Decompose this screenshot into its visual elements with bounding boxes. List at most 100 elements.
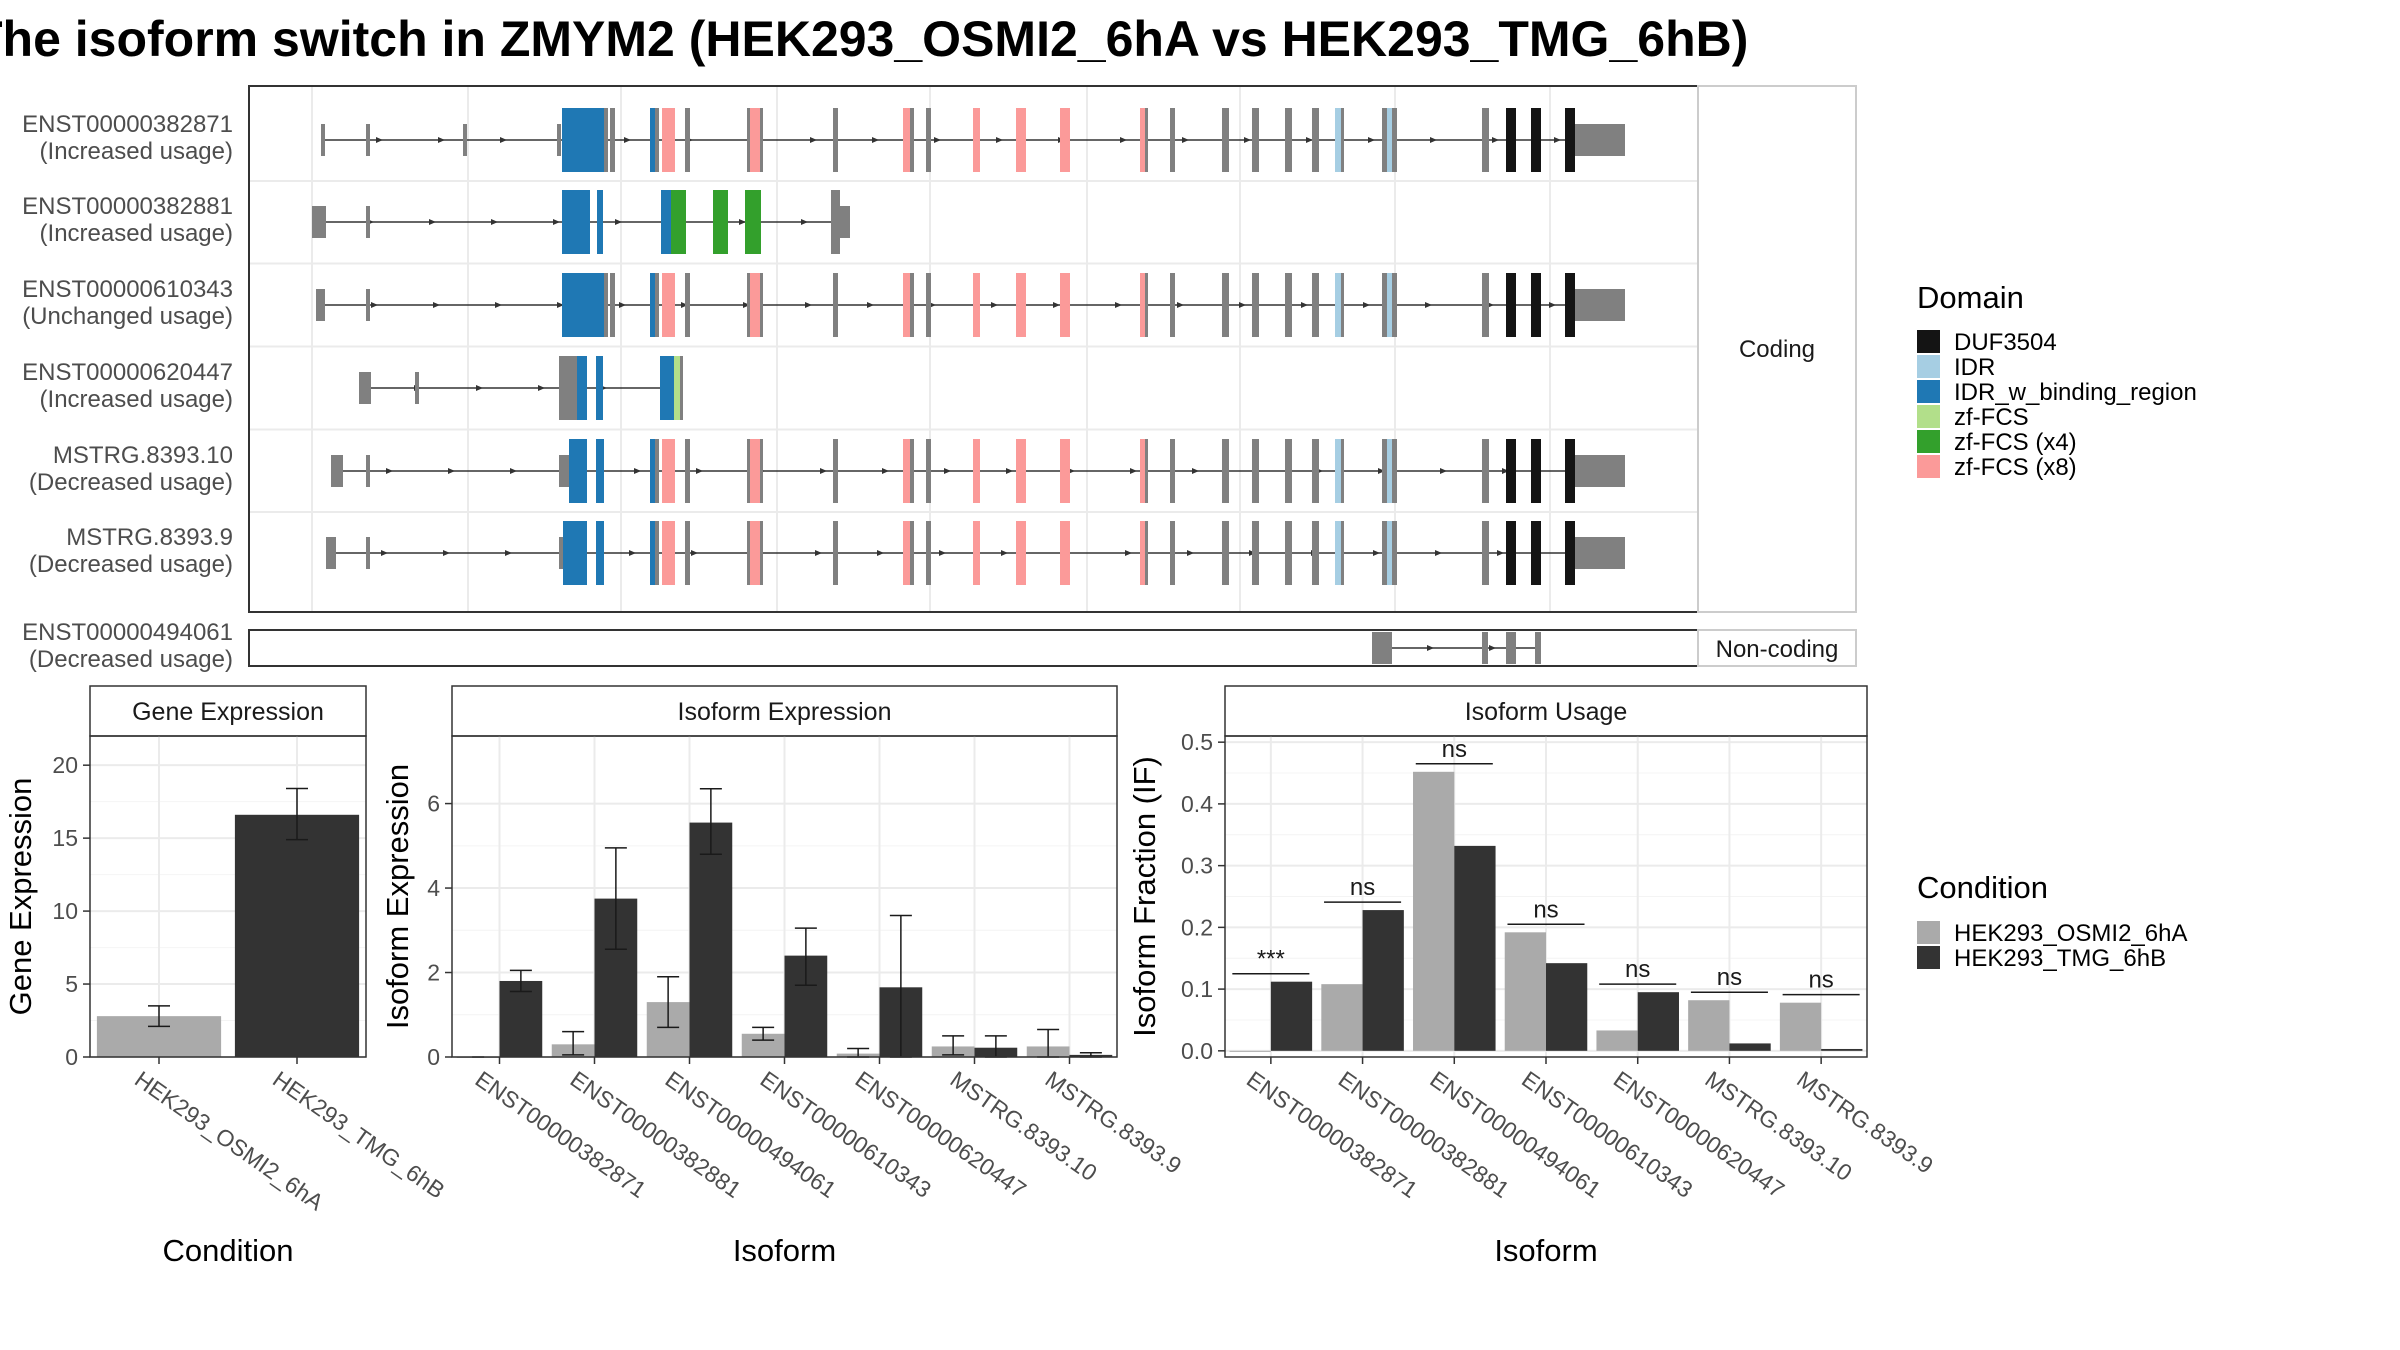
x-tick-label: ENST00000620447 — [1609, 1066, 1789, 1203]
domain-legend-key — [1917, 405, 1940, 428]
strand-arrow — [1440, 468, 1447, 474]
exon-block — [1506, 273, 1516, 337]
domain-legend-label: zf-FCS (x8) — [1954, 454, 2077, 481]
exon-block — [1575, 124, 1580, 156]
strand-arrow — [1430, 137, 1437, 143]
exon-block — [562, 190, 590, 254]
condition-legend-label: HEK293_OSMI2_6hA — [1954, 920, 2187, 947]
exon-block — [1140, 439, 1145, 503]
significance-label: ns — [1717, 964, 1742, 991]
strand-arrow — [1130, 468, 1137, 474]
strand-arrow — [743, 302, 750, 308]
isoform-usage-panel: Isoform Usage *** ENST00000382871 ns ENST000… — [1127, 685, 1938, 1268]
strand-arrow — [691, 550, 698, 556]
strand-arrow — [739, 219, 746, 225]
y-tick-label: 0 — [65, 1044, 78, 1070]
exon-block — [562, 108, 604, 172]
significance-label: ns — [1442, 736, 1467, 763]
domain-legend-key — [1917, 380, 1940, 403]
strand-arrow — [681, 302, 688, 308]
exon-block — [1341, 108, 1344, 172]
exon-block — [973, 108, 980, 172]
exon-block — [760, 521, 763, 585]
strand-arrow — [1427, 645, 1434, 651]
strand-arrow — [1502, 468, 1509, 474]
bar — [689, 822, 733, 1057]
bar — [1637, 992, 1679, 1051]
exon-block — [1222, 521, 1229, 585]
exon-block — [604, 108, 608, 172]
exon-block — [1312, 521, 1319, 585]
exon-block — [1145, 439, 1148, 503]
exon-block — [1145, 273, 1148, 337]
exon-block — [760, 439, 763, 503]
exon-block — [1387, 439, 1392, 503]
exon-block — [1387, 108, 1392, 172]
exon-block — [662, 273, 665, 337]
exon-block — [926, 108, 931, 172]
strand-arrow — [1492, 137, 1499, 143]
exon-block — [1335, 273, 1341, 337]
panel-border — [451, 735, 1118, 1058]
strand-arrow — [376, 137, 383, 143]
exon-block — [1170, 521, 1175, 585]
strand-arrow — [996, 137, 1003, 143]
exon-block — [662, 439, 665, 503]
strand-arrow — [1489, 645, 1496, 651]
domain-legend-label: IDR — [1954, 354, 1995, 381]
strand-arrow — [805, 302, 812, 308]
transcript-status-label: (Increased usage) — [40, 386, 233, 413]
bar — [1596, 1030, 1638, 1051]
exon-block — [655, 439, 659, 503]
exon-block — [604, 273, 608, 337]
transcript-status-label: (Increased usage) — [40, 220, 233, 247]
exon-block — [665, 108, 675, 172]
exon-block — [685, 439, 690, 503]
exon-block — [665, 521, 675, 585]
significance-label: ns — [1350, 874, 1375, 901]
exon-block — [1285, 521, 1292, 585]
exon-block — [655, 108, 659, 172]
exon-block — [747, 108, 750, 172]
strand-arrow — [443, 550, 450, 556]
exon-block — [1016, 108, 1026, 172]
exon-block — [597, 190, 603, 254]
exon-block — [1140, 108, 1145, 172]
strand-arrow — [429, 219, 436, 225]
exon-block — [650, 521, 655, 585]
exon-block — [650, 108, 655, 172]
strand-arrow — [1053, 302, 1060, 308]
exon-block — [747, 273, 750, 337]
panel-strip — [1224, 685, 1868, 737]
facet-label-coding: Coding — [1739, 336, 1815, 363]
isoform-expression-panel: Isoform ExpressionENST00000382871ENST000… — [380, 685, 1186, 1268]
exon-block — [1335, 439, 1341, 503]
exon-block — [674, 356, 680, 420]
exon-block — [1531, 439, 1541, 503]
exon-block — [760, 108, 763, 172]
exon-block — [1506, 439, 1516, 503]
significance-label: ns — [1533, 896, 1558, 923]
strand-arrow — [1125, 550, 1132, 556]
exon-block — [680, 356, 683, 420]
exon-block — [1387, 273, 1392, 337]
exon-block — [1140, 521, 1145, 585]
exon-block — [1140, 273, 1145, 337]
exon-block — [660, 356, 674, 420]
strand-arrow — [495, 302, 502, 308]
bar — [1546, 963, 1588, 1051]
exon-block — [316, 289, 325, 321]
transcript-status-label: (Unchanged usage) — [22, 303, 233, 330]
exon-block — [685, 273, 690, 337]
x-tick-label: ENST00000620447 — [851, 1066, 1031, 1203]
exon-block — [1531, 108, 1541, 172]
exon-block — [1016, 273, 1026, 337]
transcript-structure-panel: CodingNon-codingENST00000382871(Increase… — [22, 85, 1857, 673]
exon-block — [1312, 273, 1319, 337]
exon-block — [655, 273, 659, 337]
exon-block — [1482, 439, 1489, 503]
exon-block — [973, 273, 980, 337]
y-tick-label: 0.2 — [1181, 914, 1213, 940]
x-tick-label: ENST00000494061 — [661, 1066, 841, 1203]
